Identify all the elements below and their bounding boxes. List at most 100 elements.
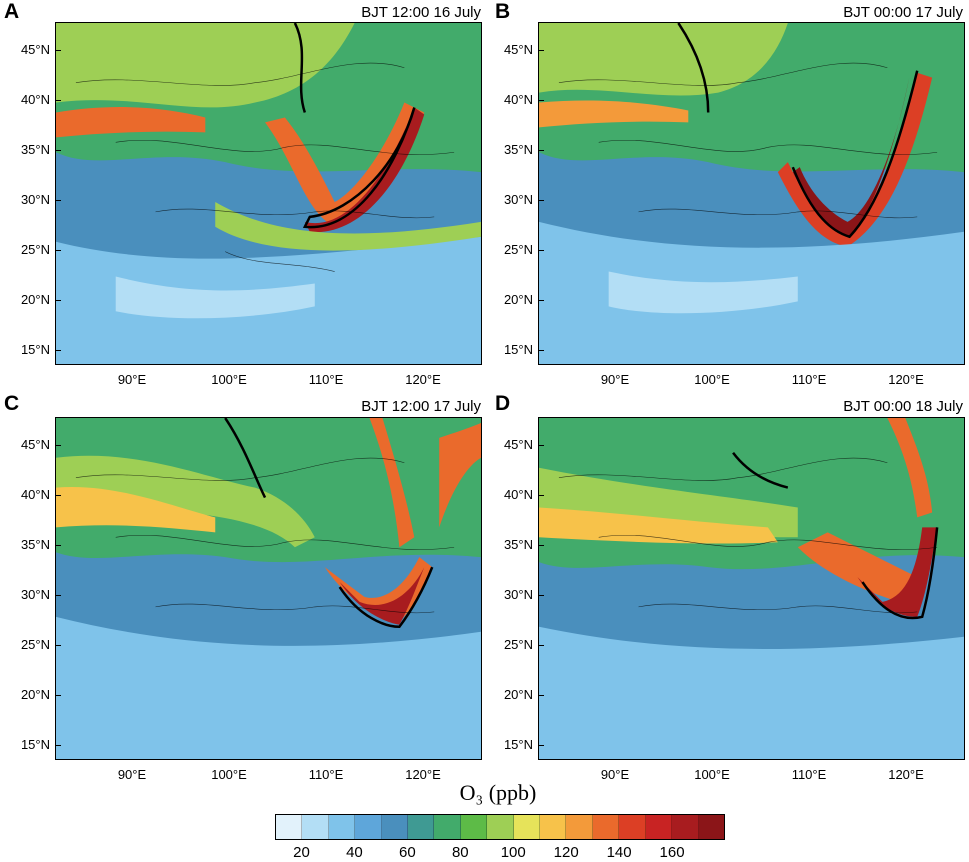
lon-label: 120°E (888, 767, 924, 782)
colorbar-label: 160 (659, 844, 685, 861)
lon-label: 100°E (211, 767, 247, 782)
lon-label: 100°E (694, 767, 730, 782)
lat-tick (538, 445, 544, 446)
lat-tick (538, 545, 544, 546)
panel-a-letter: A (4, 0, 20, 23)
colorbar-segment (566, 815, 593, 839)
map-panel-c (55, 417, 482, 760)
lat-label-d: 35°N (503, 537, 533, 552)
colorbar-segment (698, 815, 724, 839)
lat-label-d: 15°N (503, 737, 533, 752)
colorbar-segment (276, 815, 303, 839)
lat-label-a: 30°N (20, 192, 50, 207)
lat-label-a: 25°N (20, 242, 50, 257)
lat-label-a: 45°N (20, 42, 50, 57)
colorbar-segment (540, 815, 567, 839)
lat-label-b: 20°N (503, 292, 533, 307)
colorbar-title: O₃ (ppb) (459, 780, 537, 805)
lat-label-b: 35°N (503, 142, 533, 157)
colorbar-segment (381, 815, 409, 839)
panel-d-letter: D (495, 392, 511, 415)
lat-label-b: 45°N (503, 42, 533, 57)
lon-label: 110°E (791, 767, 827, 782)
lat-label-d: 30°N (503, 587, 533, 602)
colorbar-label: 60 (399, 844, 416, 861)
colorbar-segment (487, 815, 514, 839)
colorbar-label: 140 (606, 844, 632, 861)
lat-label-a: 40°N (20, 92, 50, 107)
lat-tick (55, 745, 61, 746)
lat-tick (55, 350, 61, 351)
lon-label: 120°E (888, 372, 924, 387)
lat-tick (538, 300, 544, 301)
lat-tick (538, 250, 544, 251)
lat-tick (538, 150, 544, 151)
lat-tick (55, 695, 61, 696)
lat-label-b: 30°N (503, 192, 533, 207)
lat-label-a: 20°N (20, 292, 50, 307)
lon-label: 110°E (308, 767, 344, 782)
map-panel-a (55, 22, 482, 365)
lat-tick (538, 595, 544, 596)
lat-label-c: 25°N (20, 637, 50, 652)
lat-label-c: 45°N (20, 437, 50, 452)
lat-label-d: 45°N (503, 437, 533, 452)
panel-a-time: BJT 12:00 16 July (361, 4, 481, 21)
lat-tick (55, 150, 61, 151)
lon-label: 90°E (117, 372, 147, 387)
lat-tick (55, 250, 61, 251)
lat-tick (538, 745, 544, 746)
lat-label-b: 15°N (503, 342, 533, 357)
lon-label: 100°E (211, 372, 247, 387)
colorbar-segment (328, 815, 356, 839)
colorbar-segment (513, 815, 541, 839)
lat-label-c: 30°N (20, 587, 50, 602)
lat-label-c: 40°N (20, 487, 50, 502)
colorbar-segment (302, 815, 329, 839)
colorbar-label: 120 (553, 844, 579, 861)
colorbar-label: 80 (451, 844, 469, 861)
colorbar-segment (672, 815, 699, 839)
lat-tick (538, 350, 544, 351)
lat-tick (538, 100, 544, 101)
lon-label: 100°E (694, 372, 730, 387)
lat-label-c: 20°N (20, 687, 50, 702)
lon-label: 120°E (405, 767, 441, 782)
lat-label-a: 15°N (20, 342, 50, 357)
lat-tick (55, 200, 61, 201)
lat-tick (538, 200, 544, 201)
colorbar-label: 20 (293, 844, 310, 861)
colorbar-label: 100 (500, 844, 526, 861)
lat-label-c: 15°N (20, 737, 50, 752)
lat-label-b: 25°N (503, 242, 533, 257)
lat-tick (55, 595, 61, 596)
colorbar-segment (592, 815, 620, 839)
panel-b-time: BJT 00:00 17 July (843, 4, 963, 21)
lat-tick (55, 50, 61, 51)
colorbar-segment (645, 815, 673, 839)
colorbar-segment (408, 815, 435, 839)
panel-c-time: BJT 12:00 17 July (361, 398, 481, 415)
colorbar-segment (434, 815, 461, 839)
lat-tick (538, 495, 544, 496)
panel-b-letter: B (495, 0, 511, 23)
lat-label-d: 25°N (503, 637, 533, 652)
lat-tick (55, 300, 61, 301)
colorbar-segment (355, 815, 382, 839)
lon-label: 90°E (600, 372, 630, 387)
lat-tick (55, 445, 61, 446)
map-panel-b (538, 22, 965, 365)
lat-tick (55, 645, 61, 646)
lon-label: 110°E (308, 372, 344, 387)
colorbar-label: 40 (346, 844, 363, 861)
panel-c-letter: C (4, 392, 20, 415)
lat-label-d: 40°N (503, 487, 533, 502)
colorbar-segment (619, 815, 646, 839)
lat-tick (538, 695, 544, 696)
colorbar-segment (460, 815, 488, 839)
lat-label-b: 40°N (503, 92, 533, 107)
lat-tick (538, 645, 544, 646)
colorbar (275, 814, 725, 840)
lat-label-a: 35°N (20, 142, 50, 157)
lat-tick (55, 545, 61, 546)
